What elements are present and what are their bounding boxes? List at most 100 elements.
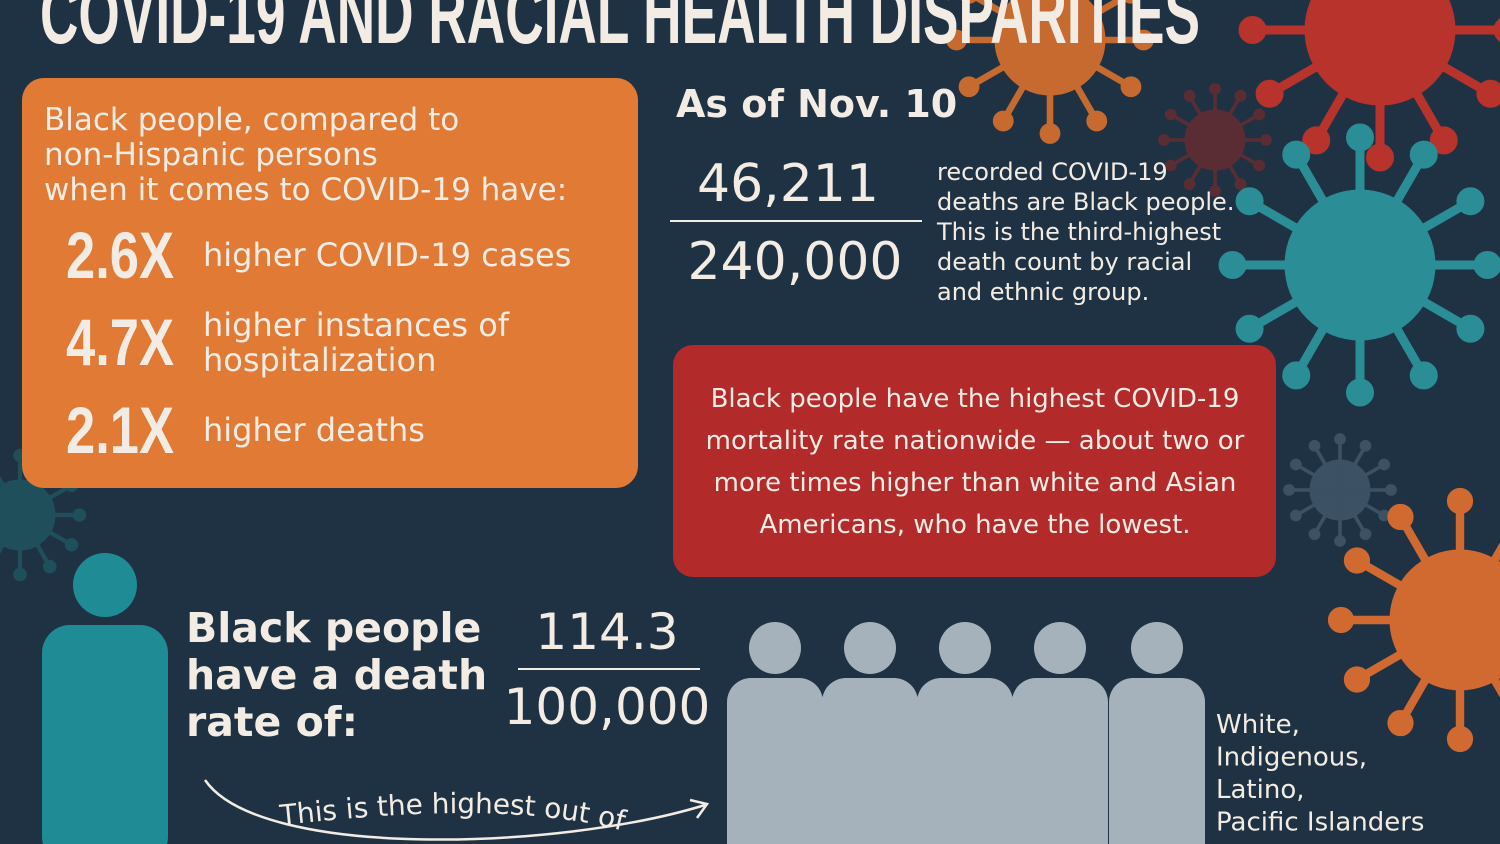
virus-tip [1446, 487, 1474, 515]
virus-spike [1338, 489, 1368, 536]
stat-figure: 2.6X [66, 218, 174, 292]
virus-tip [1120, 76, 1142, 98]
virus-tip [1409, 140, 1438, 169]
virus-tip [1283, 484, 1295, 496]
virus-spike [1213, 94, 1243, 141]
virus-spike [0, 501, 22, 517]
stats-panel [22, 78, 638, 488]
virus-spike [1354, 616, 1463, 684]
virus-tip [1158, 134, 1170, 146]
virus [1327, 487, 1500, 753]
virus-tip [1209, 185, 1221, 197]
virus-tip [1346, 123, 1374, 152]
stat-figure: 2.1X [66, 393, 174, 467]
virus-tip [1359, 439, 1372, 452]
virus-tip [1308, 439, 1321, 452]
virus-spike [1377, 0, 1441, 34]
mortality-panel [673, 345, 1276, 577]
virus-tip [1334, 535, 1346, 547]
virus-spike [1356, 262, 1428, 378]
virus-spike [1047, 38, 1100, 123]
intro-line: Black people, compared to [44, 102, 459, 138]
virus-spike [1187, 139, 1217, 186]
virus-tip [1456, 187, 1485, 216]
virus-tip [1164, 159, 1177, 172]
person-body [1109, 678, 1205, 844]
virus-tip [1238, 16, 1267, 44]
virus-spike [1214, 112, 1261, 142]
virus-tip [1456, 314, 1485, 343]
virus-spike [1457, 592, 1500, 624]
virus-spike [974, 0, 1052, 43]
stats: 2.6X higher COVID-19 cases 4.7X higher inst… [66, 218, 571, 467]
virus-spike [1312, 489, 1342, 536]
rate-line: have a death [186, 651, 487, 699]
virus-spike [1339, 488, 1386, 518]
arrow [203, 779, 706, 841]
virus-spike [1456, 617, 1500, 698]
virus-tip [1289, 509, 1302, 522]
numerator: 46,211 [697, 154, 879, 214]
black-person-icon [42, 553, 168, 844]
person-head [939, 622, 991, 674]
virus-tip [1473, 251, 1500, 279]
group-line: White, [1216, 710, 1300, 740]
person-body [727, 678, 823, 844]
person-head [844, 622, 896, 674]
virus-tip [992, 110, 1014, 132]
virus-spike [1047, 0, 1077, 42]
mortality-line: Black people have the highest COVID-19 [711, 384, 1240, 414]
virus-spike [1312, 444, 1342, 491]
virus-spike [1048, 0, 1126, 43]
virus-tip [72, 508, 87, 522]
virus-spike [1294, 462, 1341, 492]
person-body [917, 678, 1013, 844]
virus-spike [1377, 26, 1493, 98]
virus [1238, 0, 1500, 172]
virus-tip [961, 0, 977, 4]
virus-tip [1123, 0, 1139, 4]
virus-spike [1456, 542, 1500, 623]
virus-spike [0, 513, 22, 554]
virus-spike [1048, 37, 1133, 90]
group-line: Indigenous, [1216, 743, 1367, 773]
virus-tip [1378, 458, 1391, 471]
virus-spike [1169, 138, 1216, 168]
date-heading: As of Nov. 10 [676, 82, 957, 126]
virus-tip [13, 567, 27, 582]
intro-line: non-Hispanic persons [44, 137, 378, 173]
virus-tip [1255, 79, 1284, 108]
virus-tip [64, 537, 79, 552]
rate-numerator: 114.3 [535, 603, 678, 661]
virus [1218, 123, 1500, 407]
virus-tip [1429, 126, 1458, 155]
virus-tip [1234, 89, 1247, 102]
virus-tip [1359, 528, 1372, 541]
virus-spike [1357, 197, 1473, 269]
virus-spike [1396, 617, 1464, 726]
virus-tip [1289, 458, 1302, 471]
stat-figure: 4.7X [66, 305, 174, 379]
intro-line: when it comes to COVID-19 have: [44, 172, 567, 208]
virus-tip [1343, 547, 1371, 574]
virus-tip [1209, 83, 1221, 95]
deaths-line: and ethnic group. [937, 278, 1149, 306]
virus-spike [18, 513, 73, 547]
mortality-line: mortality rate nationwide — about two or [706, 426, 1245, 456]
virus-spike [1247, 197, 1363, 269]
virus-spike [1292, 262, 1364, 378]
virus-decorations [0, 0, 1500, 753]
rate-line: Black people [186, 604, 481, 652]
virus-tip [1183, 178, 1196, 191]
virus-spike [1187, 94, 1217, 141]
virus-spike [1457, 616, 1500, 648]
groups-text: White,Indigenous,Latino,Pacific Islander… [1216, 710, 1424, 838]
deaths-line: death count by racial [937, 248, 1192, 276]
deaths-line: deaths are Black people. [937, 188, 1234, 216]
virus-tip [1235, 314, 1264, 343]
virus-spike [1357, 261, 1473, 333]
virus-tip [1282, 361, 1311, 390]
virus-tip [1133, 29, 1154, 51]
virus-tip [1334, 433, 1346, 445]
other-groups-icons [727, 622, 1205, 844]
